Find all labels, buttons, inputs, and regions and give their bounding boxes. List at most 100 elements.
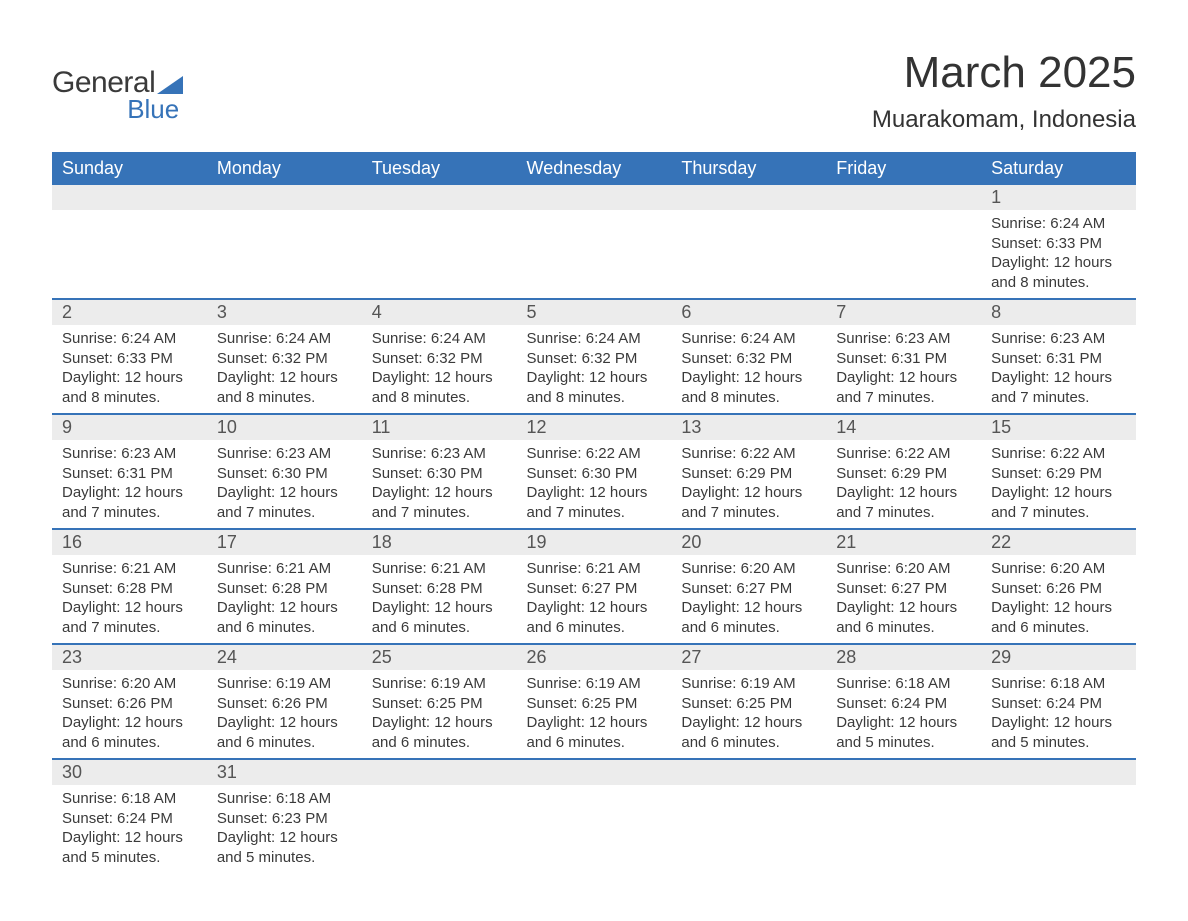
weekday-header: Wednesday xyxy=(517,152,672,185)
daylight-line: Daylight: 12 hours and 7 minutes. xyxy=(681,483,816,522)
day-details xyxy=(207,210,362,270)
sunrise-line: Sunrise: 6:18 AM xyxy=(217,789,352,809)
calendar-cell: 15 Sunrise: 6:22 AMSunset: 6:29 PMDayligh… xyxy=(981,414,1136,529)
calendar-row: 23Sunrise: 6:20 AMSunset: 6:26 PMDayligh… xyxy=(52,644,1136,759)
calendar-row: 16Sunrise: 6:21 AMSunset: 6:28 PMDayligh… xyxy=(52,529,1136,644)
calendar-cell: 22Sunrise: 6:20 AMSunset: 6:26 PMDayligh… xyxy=(981,529,1136,644)
calendar-row: 9Sunrise: 6:23 AMSunset: 6:31 PMDaylight… xyxy=(52,414,1136,529)
sunset-line: Sunset: 6:23 PM xyxy=(217,809,352,829)
day-details xyxy=(981,785,1136,845)
sunset-line: Sunset: 6:27 PM xyxy=(836,579,971,599)
day-details: Sunrise: 6:23 AMSunset: 6:30 PMDaylight:… xyxy=(362,440,517,528)
day-details: Sunrise: 6:20 AMSunset: 6:27 PMDaylight:… xyxy=(671,555,826,643)
sunrise-line: Sunrise: 6:24 AM xyxy=(991,214,1126,234)
calendar-cell: 11Sunrise: 6:23 AMSunset: 6:30 PMDayligh… xyxy=(362,414,517,529)
page-title: March 2025 xyxy=(872,48,1136,98)
sunset-line: Sunset: 6:28 PM xyxy=(62,579,197,599)
sunrise-line: Sunrise: 6:22 AM xyxy=(681,444,816,464)
calendar-cell: 14Sunrise: 6:22 AMSunset: 6:29 PMDayligh… xyxy=(826,414,981,529)
daylight-line: Daylight: 12 hours and 6 minutes. xyxy=(372,598,507,637)
calendar-cell: 6Sunrise: 6:24 AMSunset: 6:32 PMDaylight… xyxy=(671,299,826,414)
day-number xyxy=(671,185,826,210)
day-details: Sunrise: 6:18 AMSunset: 6:24 PMDaylight:… xyxy=(52,785,207,873)
calendar-cell: 31Sunrise: 6:18 AMSunset: 6:23 PMDayligh… xyxy=(207,759,362,873)
calendar-cell: 25Sunrise: 6:19 AMSunset: 6:25 PMDayligh… xyxy=(362,644,517,759)
day-details xyxy=(517,210,672,270)
day-details xyxy=(826,785,981,845)
sunset-line: Sunset: 6:32 PM xyxy=(372,349,507,369)
day-details xyxy=(52,210,207,270)
daylight-line: Daylight: 12 hours and 7 minutes. xyxy=(991,483,1126,522)
calendar-cell: 7Sunrise: 6:23 AMSunset: 6:31 PMDaylight… xyxy=(826,299,981,414)
sunrise-line: Sunrise: 6:19 AM xyxy=(681,674,816,694)
day-number xyxy=(671,760,826,785)
daylight-line: Daylight: 12 hours and 5 minutes. xyxy=(836,713,971,752)
day-details: Sunrise: 6:24 AMSunset: 6:33 PMDaylight:… xyxy=(981,210,1136,298)
logo-triangle-icon xyxy=(157,76,183,94)
calendar-cell: 26Sunrise: 6:19 AMSunset: 6:25 PMDayligh… xyxy=(517,644,672,759)
sunrise-line: Sunrise: 6:24 AM xyxy=(62,329,197,349)
day-details xyxy=(826,210,981,270)
sunset-line: Sunset: 6:32 PM xyxy=(527,349,662,369)
day-number: 25 xyxy=(362,645,517,670)
day-details: Sunrise: 6:24 AMSunset: 6:32 PMDaylight:… xyxy=(671,325,826,413)
sunset-line: Sunset: 6:33 PM xyxy=(991,234,1126,254)
day-details: Sunrise: 6:24 AMSunset: 6:32 PMDaylight:… xyxy=(207,325,362,413)
calendar-cell-empty xyxy=(517,759,672,873)
calendar-cell: 18Sunrise: 6:21 AMSunset: 6:28 PMDayligh… xyxy=(362,529,517,644)
sunrise-line: Sunrise: 6:19 AM xyxy=(527,674,662,694)
day-number: 1 xyxy=(981,185,1136,210)
day-details: Sunrise: 6:22 AMSunset: 6:29 PMDaylight:… xyxy=(671,440,826,528)
day-number xyxy=(362,760,517,785)
day-number: 23 xyxy=(52,645,207,670)
day-details: Sunrise: 6:23 AMSunset: 6:31 PMDaylight:… xyxy=(52,440,207,528)
day-details: Sunrise: 6:19 AMSunset: 6:25 PMDaylight:… xyxy=(671,670,826,758)
daylight-line: Daylight: 12 hours and 5 minutes. xyxy=(62,828,197,867)
calendar-cell: 21Sunrise: 6:20 AMSunset: 6:27 PMDayligh… xyxy=(826,529,981,644)
day-number: 22 xyxy=(981,530,1136,555)
calendar-cell: 20Sunrise: 6:20 AMSunset: 6:27 PMDayligh… xyxy=(671,529,826,644)
day-details: Sunrise: 6:21 AMSunset: 6:27 PMDaylight:… xyxy=(517,555,672,643)
day-number: 30 xyxy=(52,760,207,785)
day-details: Sunrise: 6:23 AMSunset: 6:30 PMDaylight:… xyxy=(207,440,362,528)
calendar-cell-empty xyxy=(362,759,517,873)
calendar-row: 30Sunrise: 6:18 AMSunset: 6:24 PMDayligh… xyxy=(52,759,1136,873)
day-details: Sunrise: 6:20 AMSunset: 6:26 PMDaylight:… xyxy=(52,670,207,758)
sunset-line: Sunset: 6:30 PM xyxy=(372,464,507,484)
sunrise-line: Sunrise: 6:22 AM xyxy=(836,444,971,464)
sunset-line: Sunset: 6:31 PM xyxy=(991,349,1126,369)
sunset-line: Sunset: 6:30 PM xyxy=(217,464,352,484)
day-number: 9 xyxy=(52,415,207,440)
sunrise-line: Sunrise: 6:18 AM xyxy=(62,789,197,809)
sunset-line: Sunset: 6:32 PM xyxy=(681,349,816,369)
sunset-line: Sunset: 6:29 PM xyxy=(836,464,971,484)
day-details: Sunrise: 6:22 AMSunset: 6:29 PMDaylight:… xyxy=(826,440,981,528)
day-number: 4 xyxy=(362,300,517,325)
daylight-line: Daylight: 12 hours and 5 minutes. xyxy=(217,828,352,867)
calendar-cell: 28Sunrise: 6:18 AMSunset: 6:24 PMDayligh… xyxy=(826,644,981,759)
daylight-line: Daylight: 12 hours and 6 minutes. xyxy=(217,598,352,637)
daylight-line: Daylight: 12 hours and 8 minutes. xyxy=(217,368,352,407)
sunset-line: Sunset: 6:29 PM xyxy=(991,464,1126,484)
day-number: 21 xyxy=(826,530,981,555)
calendar-cell: 1Sunrise: 6:24 AMSunset: 6:33 PMDaylight… xyxy=(981,185,1136,299)
day-number xyxy=(981,760,1136,785)
calendar-cell: 19Sunrise: 6:21 AMSunset: 6:27 PMDayligh… xyxy=(517,529,672,644)
sunrise-line: Sunrise: 6:22 AM xyxy=(991,444,1126,464)
day-number xyxy=(826,185,981,210)
day-number: 20 xyxy=(671,530,826,555)
calendar-cell-empty xyxy=(981,759,1136,873)
sunrise-line: Sunrise: 6:23 AM xyxy=(991,329,1126,349)
day-details xyxy=(671,210,826,270)
calendar-cell-empty xyxy=(826,759,981,873)
day-number: 8 xyxy=(981,300,1136,325)
sunrise-line: Sunrise: 6:23 AM xyxy=(217,444,352,464)
sunset-line: Sunset: 6:31 PM xyxy=(62,464,197,484)
sunrise-line: Sunrise: 6:18 AM xyxy=(836,674,971,694)
calendar-table: SundayMondayTuesdayWednesdayThursdayFrid… xyxy=(52,152,1136,873)
day-details: Sunrise: 6:21 AMSunset: 6:28 PMDaylight:… xyxy=(52,555,207,643)
weekday-header: Monday xyxy=(207,152,362,185)
day-number: 15 xyxy=(981,415,1136,440)
sunrise-line: Sunrise: 6:24 AM xyxy=(217,329,352,349)
sunrise-line: Sunrise: 6:23 AM xyxy=(62,444,197,464)
